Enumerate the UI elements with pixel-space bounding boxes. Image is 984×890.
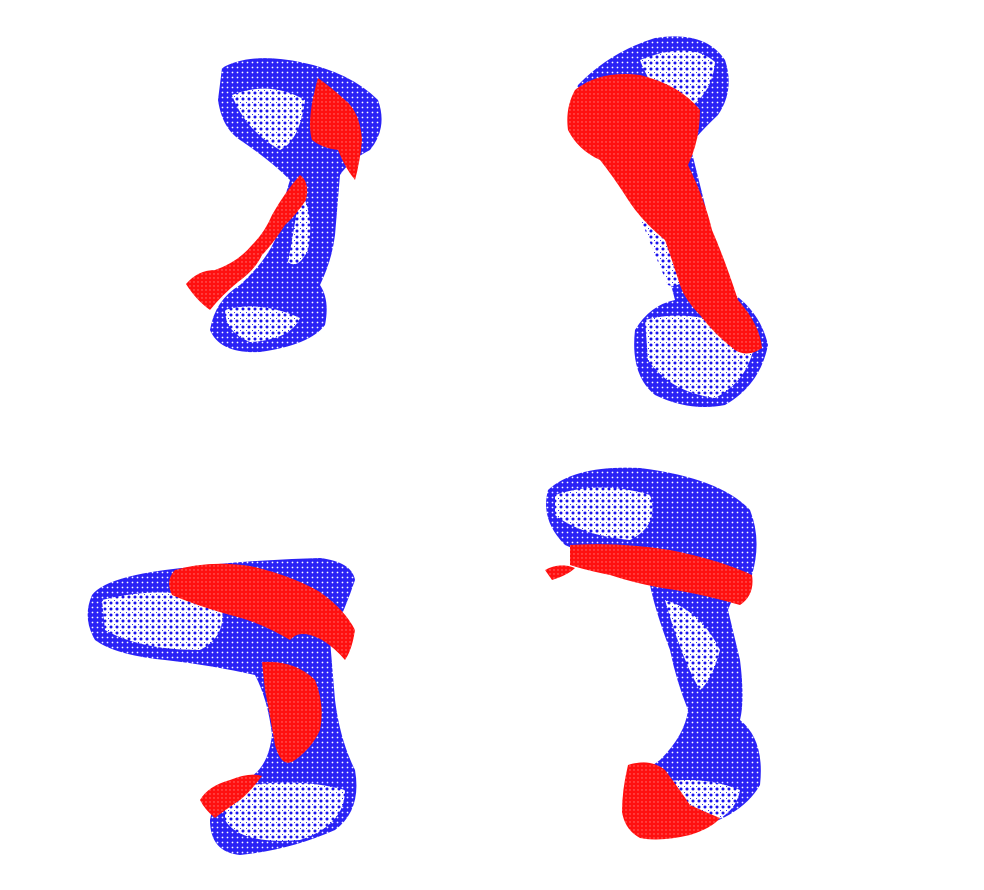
point-cloud-panel-bottom-left (87, 558, 357, 855)
model-point-cloud-sparse (555, 487, 740, 830)
point-cloud-panel-top-right (567, 36, 768, 408)
point-cloud-panel-top-left (186, 58, 382, 353)
scan-point-cloud (545, 544, 753, 840)
scan-point-cloud (186, 78, 362, 310)
scan-point-cloud (567, 74, 762, 354)
point-cloud-panel-bottom-right (545, 467, 761, 840)
model-point-cloud-sparse (225, 88, 311, 342)
scan-point-cloud (169, 563, 355, 818)
model-point-cloud-sparse (102, 592, 345, 841)
